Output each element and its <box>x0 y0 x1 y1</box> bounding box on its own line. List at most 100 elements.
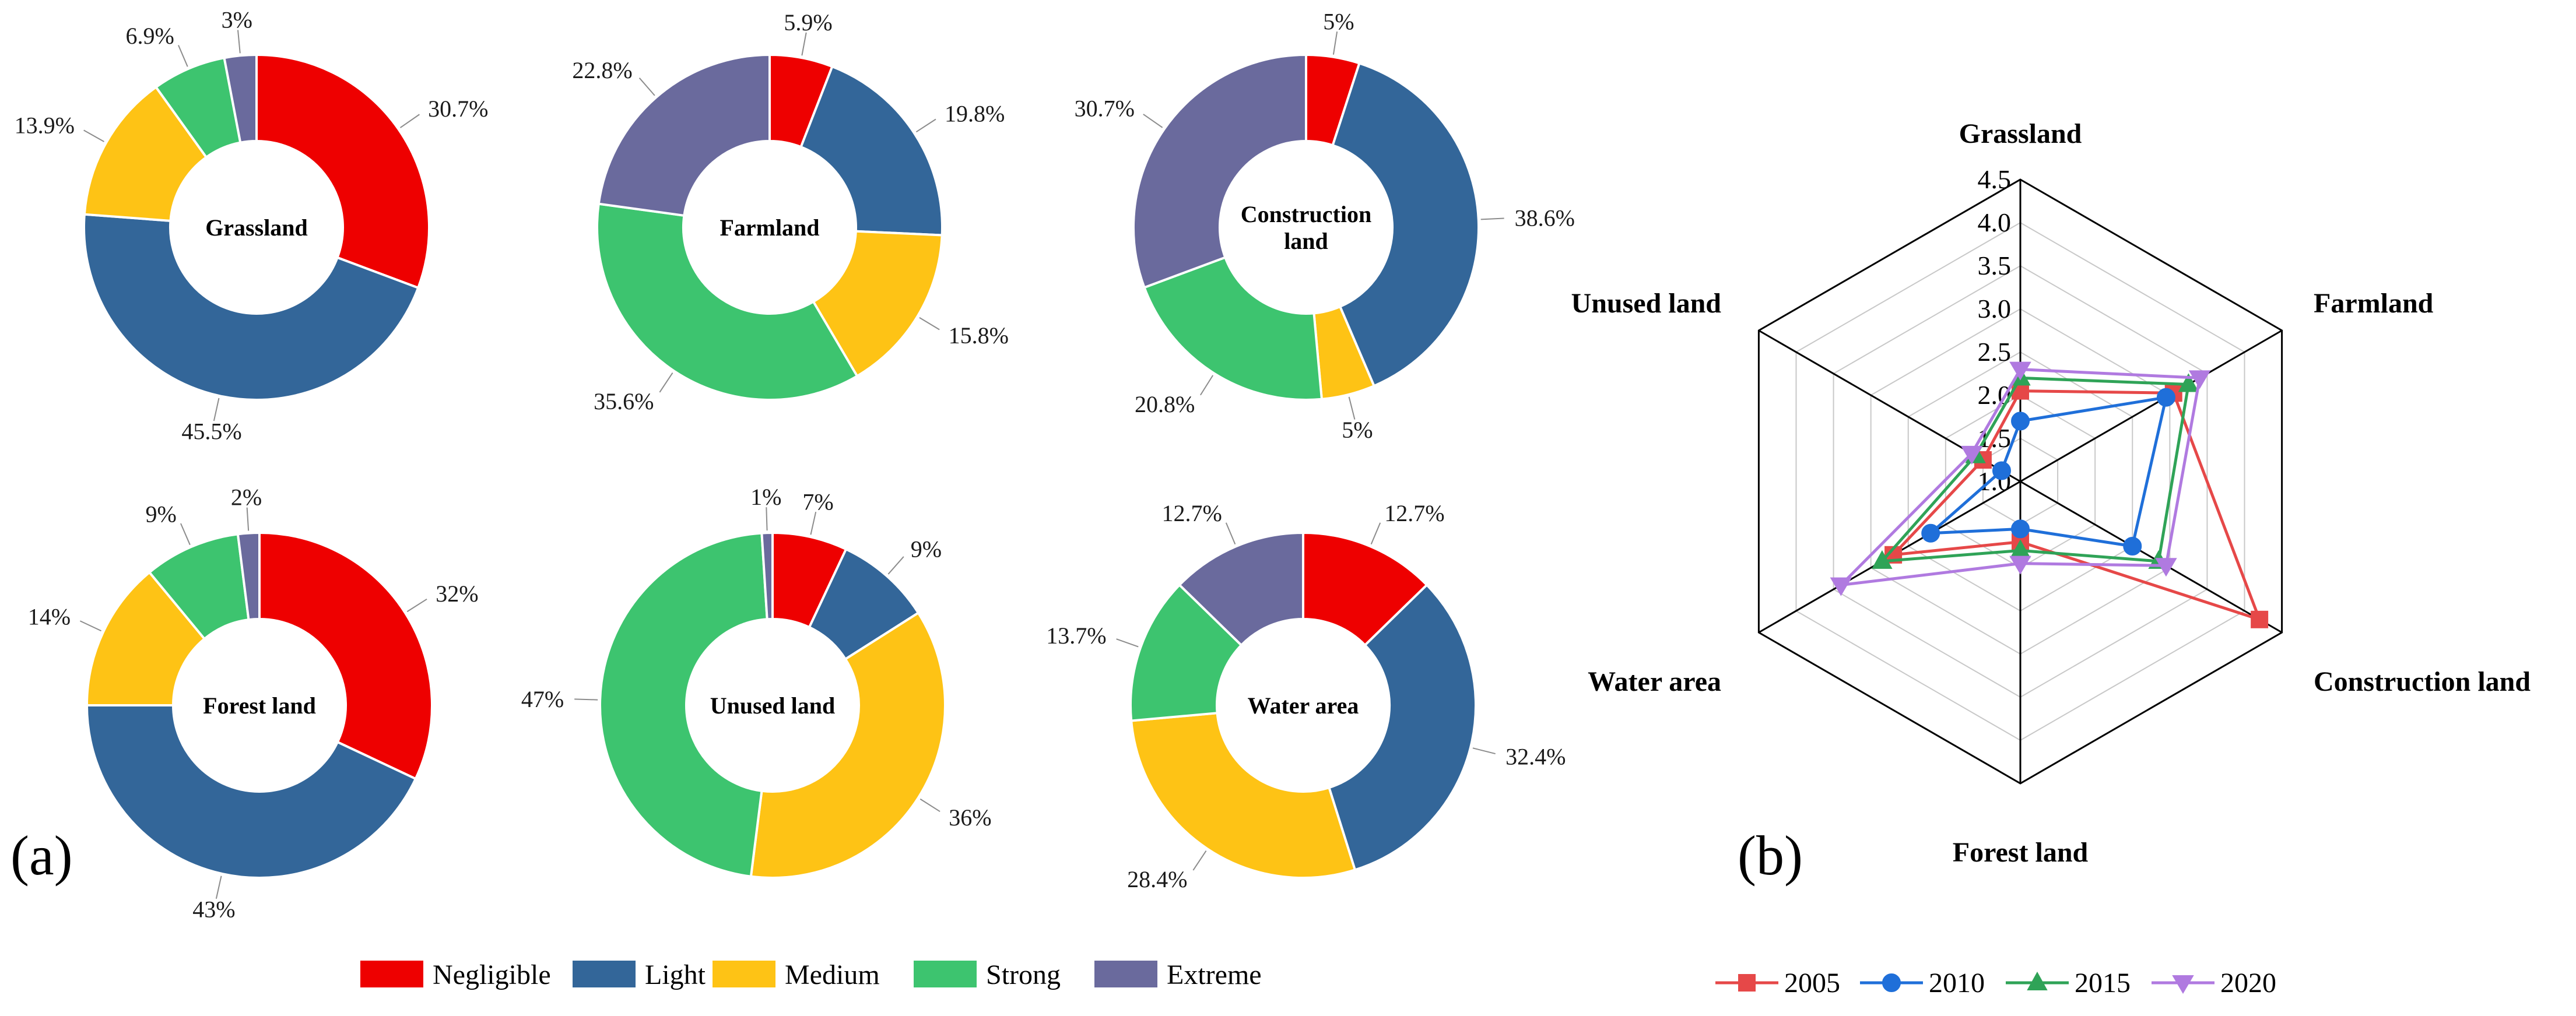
leader-line <box>79 620 101 632</box>
donut-center-label: Grassland <box>205 215 308 241</box>
legend-swatch-medium <box>713 961 775 987</box>
legend-swatch-light <box>573 961 636 987</box>
slice-extreme <box>1132 53 1307 289</box>
slice-extreme <box>1178 531 1304 647</box>
leader-line <box>920 798 940 813</box>
leader-line <box>1192 850 1207 871</box>
data-label: 45.5% <box>181 419 241 445</box>
radar-legend-marker-2005 <box>1738 974 1756 992</box>
data-label: 13.9% <box>15 113 75 139</box>
leader-line <box>1370 522 1381 544</box>
pie-legend: Negligible Light Medium Strong Extreme <box>360 959 1262 990</box>
radar-point <box>2155 558 2177 577</box>
radar-legend: 2005 2010 2015 2020 <box>1715 968 2276 999</box>
radar-point <box>1921 523 1940 543</box>
radar-tick-label: 4.5 <box>1978 164 2012 194</box>
leader-line <box>801 32 807 56</box>
data-label: 38.6% <box>1515 205 1575 231</box>
radar-series-2020 <box>1830 361 2211 596</box>
leader-line <box>810 511 817 535</box>
donut-grassland: 30.7% 45.5% 13.9% 6.9% 3% Grassland <box>15 7 489 445</box>
data-label: 13.7% <box>1046 623 1106 649</box>
slice-negligible <box>258 531 433 781</box>
data-label: 20.8% <box>1135 391 1195 417</box>
radar-legend-label-2010: 2010 <box>1929 968 1985 999</box>
leader-line <box>1116 638 1139 648</box>
legend-swatch-extreme <box>1094 961 1157 987</box>
leader-line <box>638 78 655 96</box>
data-label: 5% <box>1323 8 1354 34</box>
leader-line <box>1480 217 1504 220</box>
slice-medium <box>85 571 206 706</box>
leader-line <box>1332 31 1338 55</box>
donut-center-label: Farmland <box>720 215 819 241</box>
data-label: 22.8% <box>572 57 632 83</box>
data-label: 12.7% <box>1161 500 1222 526</box>
slice-strong <box>598 532 768 878</box>
data-label: 14% <box>28 604 71 630</box>
radar-spoke <box>2020 329 2283 483</box>
leader-line <box>915 118 936 133</box>
legend-label-extreme: Extreme <box>1167 959 1262 990</box>
radar-series-line <box>1929 396 2168 548</box>
radar-point <box>2156 388 2175 407</box>
slice-light <box>85 704 417 879</box>
donut-center-label: Unused land <box>710 692 836 719</box>
radar-axis-label-unused-land: Unused land <box>1571 288 1722 319</box>
slice-medium <box>812 230 943 378</box>
leader-line <box>1225 522 1236 544</box>
legend-label-medium: Medium <box>785 959 880 990</box>
radar-point <box>2011 412 2030 431</box>
slice-extreme <box>223 53 258 144</box>
radar-axis-label-farmland: Farmland <box>2314 288 2434 319</box>
legend-swatch-negligible <box>360 961 423 987</box>
leader-line <box>246 507 250 531</box>
radar-point <box>2188 370 2211 389</box>
leader-line <box>237 30 241 54</box>
radar-point <box>1872 550 1893 569</box>
data-label: 3% <box>222 7 252 33</box>
data-label: 6.9% <box>126 23 174 49</box>
radar-legend-label-2020: 2020 <box>2220 968 2276 999</box>
slice-light <box>799 65 943 237</box>
radar-legend-label-2015: 2015 <box>2075 968 2131 999</box>
radar-tick-label: 3.0 <box>1978 294 2012 324</box>
donut-center-label: Construction <box>1241 201 1371 227</box>
radar-series-2010 <box>1921 388 2175 556</box>
slice-extreme <box>236 531 261 621</box>
donut-center-label: Forest land <box>203 692 316 719</box>
data-label: 32.4% <box>1505 743 1566 769</box>
data-label: 30.7% <box>428 96 488 122</box>
data-label: 15.8% <box>949 322 1009 349</box>
donut-center-label: land <box>1284 228 1328 254</box>
data-label: 2% <box>231 484 262 511</box>
slice-negligible <box>255 53 430 290</box>
slice-extreme <box>597 53 771 217</box>
radar-point <box>1960 445 1983 465</box>
data-label: 1% <box>750 484 781 510</box>
data-label: 43% <box>192 896 235 922</box>
data-label: 19.8% <box>945 101 1005 127</box>
data-label: 7% <box>802 489 833 515</box>
radar-legend-marker-2015 <box>2027 971 2048 990</box>
radar-axis-label-forest-land: Forest land <box>1953 837 2089 868</box>
radar-tick-label: 4.0 <box>1978 208 2012 237</box>
legend-label-negligible: Negligible <box>433 959 551 990</box>
radar-tick-label: 3.5 <box>1978 251 2012 280</box>
radar-legend-label-2005: 2005 <box>1784 968 1840 999</box>
data-label: 9% <box>911 536 942 562</box>
slice-strong <box>1143 256 1324 401</box>
radar-series-line <box>1891 389 2261 621</box>
data-label: 35.6% <box>594 388 654 414</box>
radar-point <box>2251 610 2269 628</box>
radar-legend-marker-2010 <box>1882 973 1901 992</box>
leader-line <box>1348 396 1356 420</box>
leader-line <box>766 507 768 531</box>
radar-axis-label-construction-land: Construction land <box>2314 666 2531 697</box>
data-label: 28.4% <box>1127 866 1187 892</box>
slice-extreme <box>760 531 774 621</box>
leader-line <box>83 129 104 142</box>
radar-point <box>1830 577 1852 596</box>
